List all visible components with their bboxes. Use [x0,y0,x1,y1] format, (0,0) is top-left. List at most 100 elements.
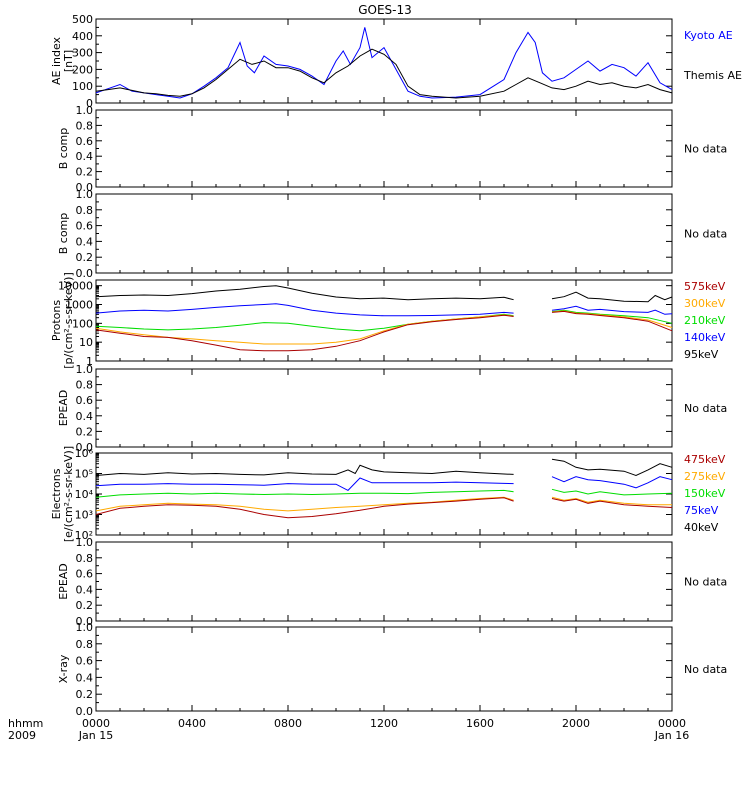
panel-7: 0.0 0.2 0.4 0.6 0.8 1.0 X-ray No data [57,621,727,718]
y-tick-label: 0.0 [76,267,94,280]
y-tick-label: 0.6 [76,394,94,407]
panel-4: 0.0 0.2 0.4 0.6 0.8 1.0 EPEAD No data [57,363,727,454]
y-tick-label: 0.8 [76,379,94,392]
y-tick-label: 0.2 [76,425,94,438]
x-tick-label: 0000 [82,717,110,730]
y-tick-label: 10⁶ [75,447,94,460]
legend-label-575kev: 575keV [684,280,726,293]
y-tick-label: 10⁴ [75,488,94,501]
x-tick-label: 2000 [562,717,590,730]
panel-3: 110100100010000Protons[p/(cm²-s-sr-keV)]… [50,272,726,369]
x-tick-label: 0000 [658,717,686,730]
no-data-note: No data [684,402,727,415]
legend-label-210kev: 210keV [684,314,726,327]
y-tick-label: 0.0 [76,441,94,454]
panel-1: 0.0 0.2 0.4 0.6 0.8 1.0 B comp No data [57,104,727,194]
panel-frame [95,279,673,362]
y-axis-label: B comp [57,213,70,255]
y-tick-label: 0.2 [76,599,94,612]
y-tick-label: 0.0 [76,705,94,718]
y-axis-label: EPEAD [57,390,70,427]
series-line-575kev [95,310,673,352]
y-axis-label-line2: [e/(cm²-s-sr-keV)] [62,446,75,542]
panel-frame [95,368,673,448]
panel-0: 0 100 200 300 400 500 AE index[nT] Kyoto AE Them… [50,13,742,110]
panel-5: 10²10³10⁴10⁵10⁶Electrons[e/(cm²-s-sr-keV… [50,446,726,542]
series-line-themis-ae [95,48,673,99]
y-axis-label-line2: [nT] [62,50,75,72]
x-date-label: Jan 15 [78,729,113,742]
y-axis-label-line1: Electrons [50,468,63,519]
y-tick-label: 10⁵ [75,468,93,481]
y-axis-label-line1: Protons [50,300,63,341]
y-axis-label: EPEAD [57,563,70,600]
y-tick-label: 1.0 [76,621,94,634]
y-tick-label: 10² [75,529,93,542]
time-axis-row1-label: hhmm [8,717,43,730]
x-tick-label: 0400 [178,717,206,730]
panel-frame [95,541,673,622]
y-tick-label: 0.0 [76,615,94,628]
y-tick-label: 0.4 [76,583,94,596]
panel-6: 0.0 0.2 0.4 0.6 0.8 1.0 EPEAD No data [57,536,727,628]
y-tick-label: 1000 [65,299,93,312]
legend-label-95kev: 95keV [684,348,719,361]
legend-label-275kev: 275keV [684,470,726,483]
panel-frame [95,109,673,188]
series-line-275kev [95,496,672,512]
y-axis-label: Protons[p/(cm²-s-sr-keV)] [50,272,75,369]
panel-2: 0.0 0.2 0.4 0.6 0.8 1.0 B comp No data [57,188,727,280]
y-tick-label: 0.4 [76,235,94,248]
no-data-note: No data [684,228,727,241]
legend-label-475kev: 475keV [684,453,726,466]
y-tick-label: 400 [72,30,93,43]
y-axis-label: B comp [57,128,70,170]
y-tick-label: 0.6 [76,655,94,668]
series-line-75kev [95,476,673,492]
y-tick-label: 1.0 [76,104,94,117]
x-tick-label: 1600 [466,717,494,730]
y-tick-label: 300 [72,47,93,60]
y-tick-label: 0.6 [76,568,94,581]
legend-label-40kev: 40keV [684,521,719,534]
y-tick-label: 0.8 [76,552,94,565]
y-axis-label: Electrons[e/(cm²-s-sr-keV)] [50,446,75,542]
panel-frame [95,193,673,274]
panels: 0 100 200 300 400 500 AE index[nT] Kyoto AE Them… [50,13,742,718]
y-tick-label: 0.2 [76,166,94,179]
y-tick-label: 1.0 [76,188,94,201]
y-tick-label: 0.6 [76,135,94,148]
y-tick-label: 0.0 [76,181,94,194]
legend-label-300kev: 300keV [684,297,726,310]
y-tick-label: 500 [72,13,93,26]
series-line-kyoto-ae [95,27,673,99]
y-tick-label: 0.6 [76,220,94,233]
y-axis-label: X-ray [57,654,70,683]
y-tick-label: 10000 [58,280,93,293]
legend-label-140kev: 140keV [684,331,726,344]
y-tick-label: 0 [86,97,93,110]
y-tick-label: 0.8 [76,638,94,651]
y-tick-label: 0.8 [76,119,94,132]
series-line-140kev [95,303,673,317]
panel-frame [95,626,673,712]
series-line-150kev [95,488,673,498]
no-data-note: No data [684,143,727,156]
y-tick-label: 200 [72,63,93,76]
time-axis-row2-label: 2009 [8,729,36,742]
series-line-95kev [95,285,673,303]
y-tick-label: 0.2 [76,688,94,701]
y-tick-label: 100 [72,317,93,330]
y-tick-label: 0.4 [76,671,94,684]
x-tick-label: 1200 [370,717,398,730]
legend-label-75kev: 75keV [684,504,719,517]
legend-label-themis-ae: Themis AE [683,69,742,82]
y-tick-label: 1.0 [76,536,94,549]
y-axis-label: AE index[nT] [50,36,75,85]
y-tick-label: 1.0 [76,363,94,376]
y-tick-label: 10³ [75,509,93,522]
x-date-label: Jan 16 [654,729,689,742]
